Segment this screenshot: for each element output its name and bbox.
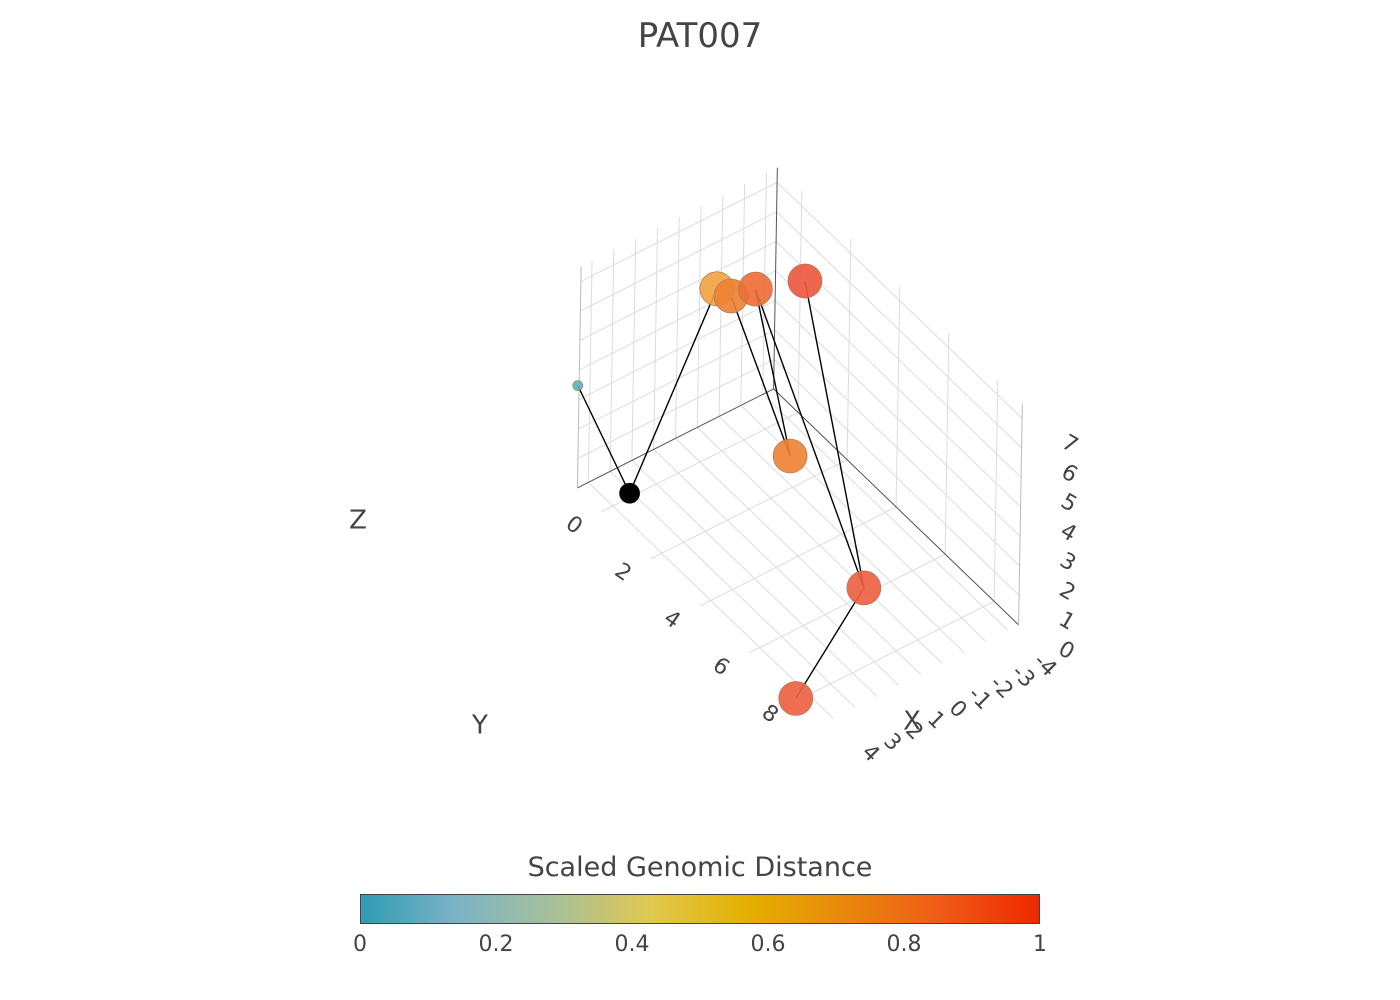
- grid-line: [631, 239, 637, 461]
- grid-line: [587, 482, 834, 719]
- x-tick-label: 0: [561, 511, 587, 540]
- grid-line: [653, 228, 658, 450]
- grid-line: [776, 211, 1022, 449]
- colorbar-tick-label: 1: [1033, 932, 1047, 957]
- data-point[interactable]: [772, 438, 808, 474]
- colorbar-tick-label: 0.6: [750, 932, 786, 957]
- grid-line: [696, 427, 943, 664]
- axis-edge: [576, 266, 582, 488]
- z-axis-title: Z: [349, 506, 367, 536]
- x-tick-label: 6: [708, 653, 734, 682]
- z-tick-label: 4: [1056, 519, 1081, 548]
- grid-line: [675, 217, 680, 439]
- grid-line: [718, 416, 965, 653]
- data-point[interactable]: [846, 570, 882, 606]
- x-tick-label: 4: [659, 606, 685, 635]
- colorbar-tick-label: 0: [353, 932, 367, 957]
- data-point[interactable]: [572, 380, 584, 391]
- grid-line: [797, 191, 803, 413]
- colorbar-tick-label: 0.8: [886, 932, 922, 957]
- axis-edge: [773, 388, 1019, 626]
- x-tick-label: 8: [757, 700, 783, 729]
- colorbar-title: Scaled Genomic Distance: [527, 852, 873, 883]
- axis-edge: [1018, 403, 1023, 625]
- grid-line: [846, 238, 852, 460]
- colorbar: [360, 894, 1040, 924]
- z-tick-label: 5: [1056, 489, 1081, 518]
- x-axis-title: X: [903, 707, 921, 737]
- grid-line: [653, 449, 900, 686]
- z-tick-label: 6: [1057, 460, 1082, 489]
- z-tick-label: 7: [1057, 430, 1082, 459]
- grid-line: [774, 300, 1021, 537]
- grid-line: [773, 359, 1020, 596]
- grid-line: [762, 394, 1009, 631]
- grid-line: [775, 270, 1021, 508]
- point-layer: [572, 263, 882, 716]
- grid-line: [776, 182, 1023, 419]
- grid-line: [578, 329, 775, 430]
- grid-line: [631, 460, 878, 697]
- axis-edge: [577, 388, 774, 489]
- grid-line: [609, 250, 615, 472]
- grid-line: [577, 358, 775, 459]
- grid-line: [675, 438, 921, 675]
- x-tick-label: 2: [610, 558, 636, 587]
- axis-edge: [773, 167, 778, 389]
- grid-line: [579, 240, 777, 341]
- z-tick-label: 2: [1055, 578, 1080, 607]
- grid-line: [895, 285, 901, 507]
- data-point[interactable]: [738, 271, 773, 307]
- colorbar-tick-label: 0.2: [478, 932, 514, 957]
- grid-line: [944, 332, 950, 555]
- grid-line: [609, 471, 856, 708]
- grid-line: [774, 329, 1020, 567]
- data-point[interactable]: [787, 263, 823, 299]
- data-point[interactable]: [778, 681, 814, 716]
- z-tick-label: 3: [1055, 548, 1080, 577]
- path-line: [577, 280, 865, 699]
- grid-line: [578, 299, 776, 400]
- connecting-path: [577, 280, 865, 699]
- grid-line: [740, 405, 987, 642]
- grid-line: [993, 380, 999, 602]
- grid-line: [587, 261, 593, 483]
- z-tick-label: 1: [1054, 607, 1079, 636]
- axis-layer: [576, 167, 1023, 626]
- data-point[interactable]: [619, 482, 640, 504]
- grid-line: [580, 181, 778, 282]
- y-axis-title: Y: [471, 711, 488, 741]
- chart-title: PAT007: [637, 16, 763, 56]
- grid-line: [580, 211, 777, 312]
- colorbar-tick-label: 0.4: [614, 932, 650, 957]
- grid-line: [696, 206, 702, 428]
